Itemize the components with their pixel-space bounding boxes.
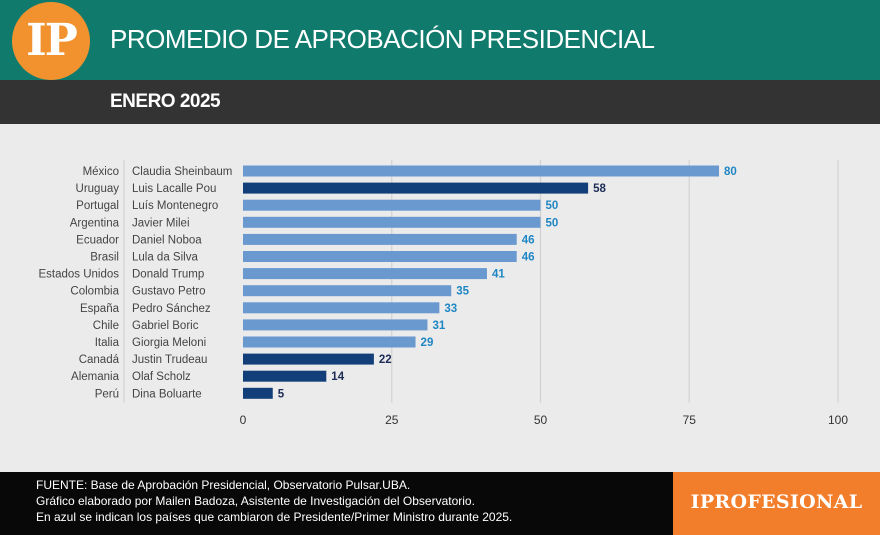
bar xyxy=(243,336,416,348)
leader-label: Pedro Sánchez xyxy=(132,303,211,315)
leader-label: Claudia Sheinbaum xyxy=(132,166,232,178)
bar xyxy=(243,319,428,331)
value-label: 29 xyxy=(421,337,434,349)
leader-label: Justin Trudeau xyxy=(132,354,207,366)
country-label: México xyxy=(83,166,119,178)
subheader-bar: ENERO 2025 xyxy=(0,80,880,124)
value-label: 58 xyxy=(593,183,606,195)
value-label: 33 xyxy=(444,303,457,315)
value-label: 5 xyxy=(278,388,285,400)
value-label: 35 xyxy=(456,286,469,298)
chart-canvas: 0 25 50 75 100 México Claudia Sheinbaum 80 Urugu… xyxy=(38,160,848,427)
bar xyxy=(243,182,589,194)
leader-label: Giorgia Meloni xyxy=(132,337,206,349)
bar xyxy=(243,268,487,280)
leader-label: Daniel Noboa xyxy=(132,234,202,246)
value-label: 46 xyxy=(522,252,535,264)
value-label: 50 xyxy=(546,217,559,229)
brand-logo: IPROFESIONAL xyxy=(690,491,863,513)
x-tick-label: 75 xyxy=(683,413,697,427)
country-label: Ecuador xyxy=(76,234,119,246)
legend-note: En azul se indican los países que cambia… xyxy=(36,510,513,524)
x-tick-label: 50 xyxy=(534,413,548,427)
bar xyxy=(243,285,452,297)
country-label: Alemania xyxy=(71,371,120,383)
leader-label: Javier Milei xyxy=(132,217,190,229)
header-bar: IP PROMEDIO DE APROBACIÓN PRESIDENCIAL xyxy=(0,0,880,80)
country-label: Argentina xyxy=(70,217,120,229)
x-tick-label: 0 xyxy=(240,413,247,427)
country-label: Colombia xyxy=(70,286,119,298)
footer-bar: FUENTE: Base de Aprobación Presidencial,… xyxy=(0,472,880,535)
country-label: Portugal xyxy=(76,200,119,212)
bar xyxy=(243,370,327,382)
bar xyxy=(243,251,517,262)
bar xyxy=(243,233,517,245)
leader-label: Donald Trump xyxy=(132,269,204,281)
approval-bar-chart: 0 25 50 75 100 México Claudia Sheinbaum 80 Urugu… xyxy=(0,124,880,472)
x-tick-label: 100 xyxy=(828,413,848,427)
brand-box[interactable]: IPROFESIONAL xyxy=(673,472,880,535)
leader-label: Dina Boluarte xyxy=(132,388,202,400)
bar xyxy=(243,302,440,314)
bar xyxy=(243,216,541,228)
chart-title: PROMEDIO DE APROBACIÓN PRESIDENCIAL xyxy=(110,24,655,54)
country-label: Chile xyxy=(93,320,119,332)
ip-logo[interactable]: IP xyxy=(12,2,90,80)
value-label: 22 xyxy=(379,354,392,366)
leader-label: Lula da Silva xyxy=(132,252,198,264)
leader-label: Olaf Scholz xyxy=(132,371,191,383)
value-label: 41 xyxy=(492,269,505,281)
value-label: 31 xyxy=(432,320,445,332)
country-label: Brasil xyxy=(90,252,119,264)
bar xyxy=(243,165,719,177)
bar xyxy=(243,353,374,365)
country-label: Canadá xyxy=(79,354,120,366)
x-tick-label: 25 xyxy=(385,413,399,427)
chart-subtitle: ENERO 2025 xyxy=(110,91,221,112)
country-label: Uruguay xyxy=(76,183,120,195)
leader-label: Gustavo Petro xyxy=(132,286,206,298)
leader-label: Luís Montenegro xyxy=(132,200,218,212)
bar xyxy=(243,387,273,399)
value-label: 14 xyxy=(331,371,344,383)
leader-label: Gabriel Boric xyxy=(132,320,199,332)
value-label: 50 xyxy=(546,200,559,212)
leader-label: Luis Lacalle Pou xyxy=(132,183,216,195)
country-label: Perú xyxy=(95,388,119,400)
value-label: 46 xyxy=(522,234,535,246)
author-note: Gráfico elaborado por Mailen Badoza, Asi… xyxy=(36,494,475,508)
bar xyxy=(243,199,541,211)
source-note: FUENTE: Base de Aprobación Presidencial,… xyxy=(36,478,411,492)
value-label: 80 xyxy=(724,166,737,178)
country-label: Italia xyxy=(95,337,120,349)
country-label: España xyxy=(80,303,120,315)
country-label: Estados Unidos xyxy=(38,269,119,281)
